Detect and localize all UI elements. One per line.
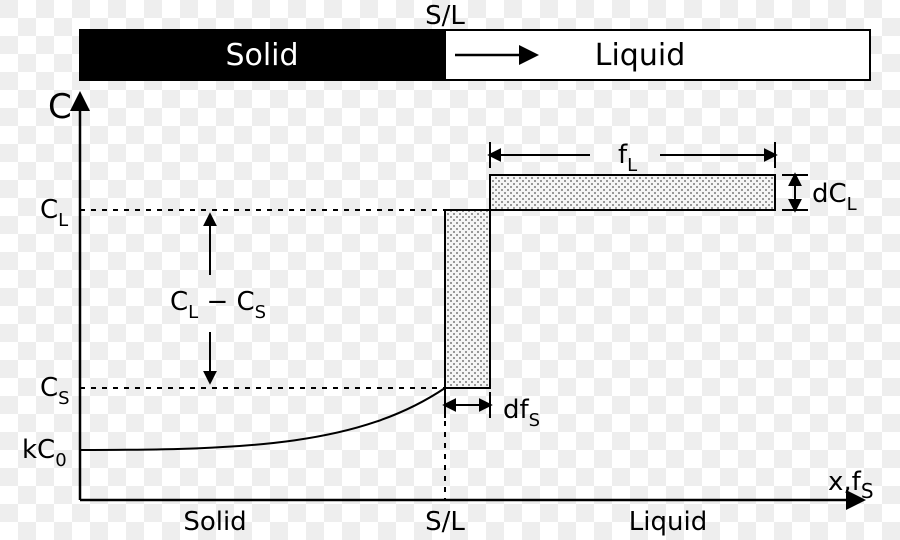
x-region-sl: S/L bbox=[425, 507, 465, 537]
CL-sub: L bbox=[58, 210, 68, 231]
dfs-base: df bbox=[503, 395, 530, 425]
solid-bar-label: Solid bbox=[225, 38, 298, 73]
x-region-solid: Solid bbox=[183, 507, 246, 537]
diagram-root: S/L Solid Liquid C x,fS CL CS kC0 Solid … bbox=[0, 0, 900, 540]
interface-label-top: S/L bbox=[425, 1, 465, 31]
liquid-bar-label: Liquid bbox=[595, 38, 685, 73]
dCL-base: dC bbox=[812, 179, 847, 209]
clcs-b2: C bbox=[237, 287, 255, 317]
CL-minus-CS-label: CL − CS bbox=[160, 282, 280, 323]
clcs-b1: C bbox=[170, 287, 188, 317]
dfs-sub: S bbox=[529, 410, 540, 431]
hatched-dfs bbox=[445, 210, 490, 388]
CS-base: C bbox=[40, 373, 58, 403]
hatched-dCL bbox=[490, 175, 775, 210]
x-axis-label-sub: S bbox=[861, 479, 874, 503]
CS-sub: S bbox=[58, 388, 69, 409]
y-axis-label: C bbox=[48, 87, 72, 127]
CL-base: C bbox=[40, 195, 58, 225]
kC0-base: kC bbox=[22, 435, 55, 465]
x-region-liquid: Liquid bbox=[629, 507, 707, 537]
clcs-s1: L bbox=[188, 302, 198, 323]
dCL-sub: L bbox=[847, 194, 857, 215]
kC0-sub: 0 bbox=[55, 450, 66, 471]
fL-sub: L bbox=[627, 155, 637, 176]
clcs-s2: S bbox=[255, 302, 266, 323]
clcs-minus: − bbox=[206, 287, 228, 317]
x-axis-label-main: x,f bbox=[828, 467, 862, 497]
